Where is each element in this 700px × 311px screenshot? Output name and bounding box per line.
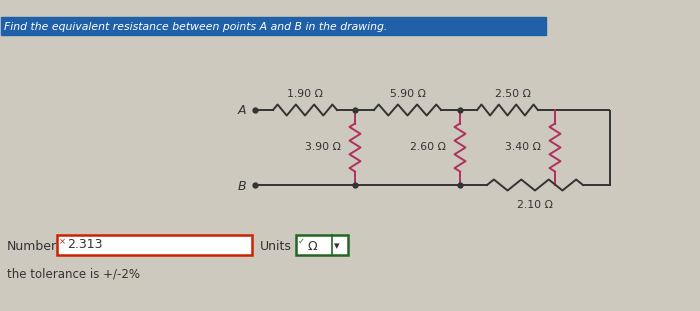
Text: the tolerance is +/-2%: the tolerance is +/-2%: [7, 267, 140, 281]
Text: 3.90 Ω: 3.90 Ω: [305, 142, 341, 152]
Text: 2.50 Ω: 2.50 Ω: [495, 89, 531, 99]
Text: 2.60 Ω: 2.60 Ω: [410, 142, 446, 152]
Text: Ω: Ω: [307, 239, 316, 253]
Text: Find the equivalent resistance between points A and B in the drawing.: Find the equivalent resistance between p…: [4, 22, 387, 32]
Text: 5.90 Ω: 5.90 Ω: [390, 89, 426, 99]
Text: 2.10 Ω: 2.10 Ω: [517, 200, 553, 210]
Text: A: A: [238, 104, 246, 118]
FancyBboxPatch shape: [57, 235, 252, 255]
Text: Units: Units: [260, 239, 292, 253]
Text: 3.40 Ω: 3.40 Ω: [505, 142, 541, 152]
Text: 2.313: 2.313: [67, 239, 102, 252]
Text: ✓: ✓: [298, 237, 305, 246]
FancyBboxPatch shape: [1, 17, 546, 35]
Text: ×: ×: [59, 237, 66, 246]
Text: ▾: ▾: [334, 241, 340, 251]
Text: B: B: [238, 179, 246, 193]
Text: 1.90 Ω: 1.90 Ω: [287, 89, 323, 99]
FancyBboxPatch shape: [296, 235, 348, 255]
Text: Number: Number: [7, 239, 57, 253]
